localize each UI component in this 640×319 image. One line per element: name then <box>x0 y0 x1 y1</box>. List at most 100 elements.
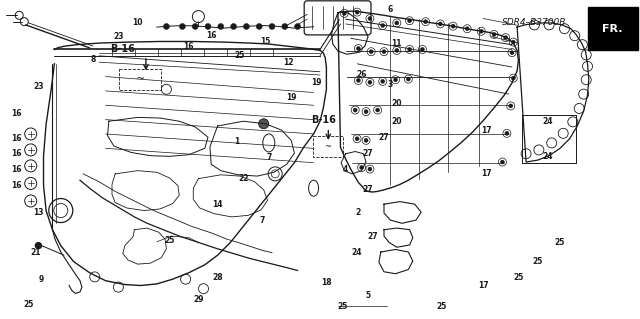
Text: 22: 22 <box>238 174 248 183</box>
Circle shape <box>395 21 399 25</box>
Text: 27: 27 <box>363 185 373 194</box>
Text: 23: 23 <box>113 32 124 41</box>
Circle shape <box>504 36 508 40</box>
Text: 21: 21 <box>30 248 40 256</box>
Text: 24: 24 <box>352 248 362 256</box>
Circle shape <box>394 78 397 82</box>
Text: 16: 16 <box>11 109 21 118</box>
Text: 27: 27 <box>379 133 389 142</box>
Text: 10: 10 <box>132 18 143 27</box>
Text: 27: 27 <box>367 232 378 241</box>
Text: 7: 7 <box>260 216 265 225</box>
Circle shape <box>35 243 42 249</box>
Text: FR.: FR. <box>602 24 623 34</box>
Circle shape <box>424 20 428 24</box>
Text: 25: 25 <box>24 300 34 309</box>
Text: 16: 16 <box>184 42 194 51</box>
Text: 2: 2 <box>356 208 361 217</box>
Text: 25: 25 <box>436 302 447 311</box>
Text: 14: 14 <box>212 200 223 209</box>
Circle shape <box>364 110 368 114</box>
Text: 17: 17 <box>478 281 488 290</box>
Text: 13: 13 <box>33 208 44 217</box>
Circle shape <box>205 24 211 29</box>
Text: 5: 5 <box>365 291 371 300</box>
FancyBboxPatch shape <box>588 7 638 50</box>
Circle shape <box>369 50 373 54</box>
Circle shape <box>376 108 380 112</box>
Text: 9: 9 <box>39 275 44 284</box>
Circle shape <box>243 24 250 29</box>
Circle shape <box>479 29 483 33</box>
Circle shape <box>230 24 237 29</box>
Text: ~: ~ <box>136 74 145 85</box>
Circle shape <box>408 19 412 23</box>
Circle shape <box>465 27 469 31</box>
Circle shape <box>368 17 372 20</box>
Text: 19: 19 <box>312 78 322 87</box>
Circle shape <box>355 137 359 141</box>
Text: 15: 15 <box>260 37 271 46</box>
Circle shape <box>364 138 368 142</box>
Text: B-16: B-16 <box>311 115 335 125</box>
Text: 3: 3 <box>388 80 393 89</box>
Text: 25: 25 <box>164 236 175 245</box>
Circle shape <box>368 167 372 171</box>
Circle shape <box>451 24 455 28</box>
Text: 16: 16 <box>11 149 21 158</box>
Circle shape <box>356 78 360 82</box>
Text: 25: 25 <box>513 273 524 282</box>
Text: 24: 24 <box>542 152 552 161</box>
Text: 26: 26 <box>356 70 367 79</box>
Text: 17: 17 <box>481 169 492 178</box>
Circle shape <box>259 119 269 129</box>
Text: 16: 16 <box>206 31 216 40</box>
Circle shape <box>381 79 385 83</box>
Circle shape <box>406 77 410 81</box>
Text: 27: 27 <box>363 149 373 158</box>
Text: 28: 28 <box>212 273 223 282</box>
Circle shape <box>342 11 346 15</box>
Circle shape <box>408 48 412 51</box>
Circle shape <box>269 24 275 29</box>
Circle shape <box>368 80 372 84</box>
Text: 16: 16 <box>11 181 21 189</box>
Circle shape <box>382 50 386 54</box>
Text: 11: 11 <box>392 39 402 48</box>
Text: 12: 12 <box>283 58 293 67</box>
Circle shape <box>360 166 364 169</box>
Text: 16: 16 <box>11 134 21 143</box>
Text: 17: 17 <box>481 126 492 135</box>
Text: SDR4–B3700B: SDR4–B3700B <box>502 18 566 26</box>
Text: 25: 25 <box>555 238 565 247</box>
Circle shape <box>395 48 399 52</box>
Text: 8: 8 <box>90 55 95 63</box>
Circle shape <box>511 76 515 80</box>
Circle shape <box>218 24 224 29</box>
Circle shape <box>294 24 301 29</box>
Text: 20: 20 <box>392 99 402 108</box>
Text: 1: 1 <box>234 137 239 146</box>
Text: 7: 7 <box>266 153 271 162</box>
Circle shape <box>282 24 288 29</box>
Circle shape <box>179 24 186 29</box>
Text: 29: 29 <box>193 295 204 304</box>
Text: 25: 25 <box>235 51 245 60</box>
Text: 25: 25 <box>532 257 543 266</box>
Circle shape <box>192 24 198 29</box>
Circle shape <box>511 40 515 44</box>
Circle shape <box>381 24 385 27</box>
Circle shape <box>510 51 514 55</box>
Circle shape <box>355 10 359 14</box>
Circle shape <box>163 24 170 29</box>
Circle shape <box>438 22 442 26</box>
Text: 18: 18 <box>321 278 332 287</box>
Circle shape <box>500 160 504 164</box>
Text: 16: 16 <box>11 165 21 174</box>
Text: ~: ~ <box>324 142 332 151</box>
Circle shape <box>505 131 509 135</box>
Circle shape <box>256 24 262 29</box>
Text: 6: 6 <box>388 5 393 14</box>
Text: 23: 23 <box>33 82 44 91</box>
Text: 4: 4 <box>343 165 348 174</box>
